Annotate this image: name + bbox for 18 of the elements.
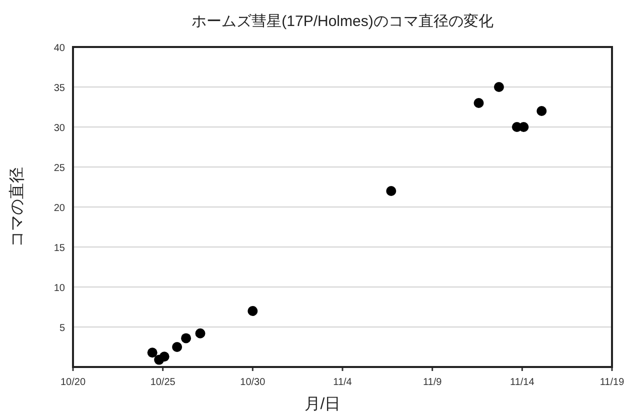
x-tick-label: 11/19 — [600, 377, 625, 388]
y-axis-title: コマの直径 — [8, 167, 26, 247]
y-tick-label: 5 — [59, 323, 66, 334]
chart-title: ホームズ彗星(17P/Holmes)のコマ直径の変化 — [192, 13, 494, 30]
x-axis-title: 月/日 — [304, 396, 341, 413]
y-tick-label: 15 — [54, 243, 66, 254]
y-tick-label: 30 — [54, 123, 66, 134]
y-tick-label: 35 — [54, 83, 66, 94]
y-tick-label: 25 — [54, 163, 66, 174]
x-tick-label: 11/14 — [510, 377, 535, 388]
y-tick-label: 40 — [54, 43, 66, 54]
x-tick-label: 10/30 — [240, 377, 266, 388]
x-tick-label: 11/9 — [422, 377, 442, 388]
y-tick-label: 20 — [54, 203, 66, 214]
x-tick-label: 10/20 — [60, 377, 86, 388]
x-tick-label: 10/25 — [150, 377, 176, 388]
x-tick-label: 11/4 — [333, 377, 352, 388]
y-tick-label: 10 — [54, 283, 66, 294]
